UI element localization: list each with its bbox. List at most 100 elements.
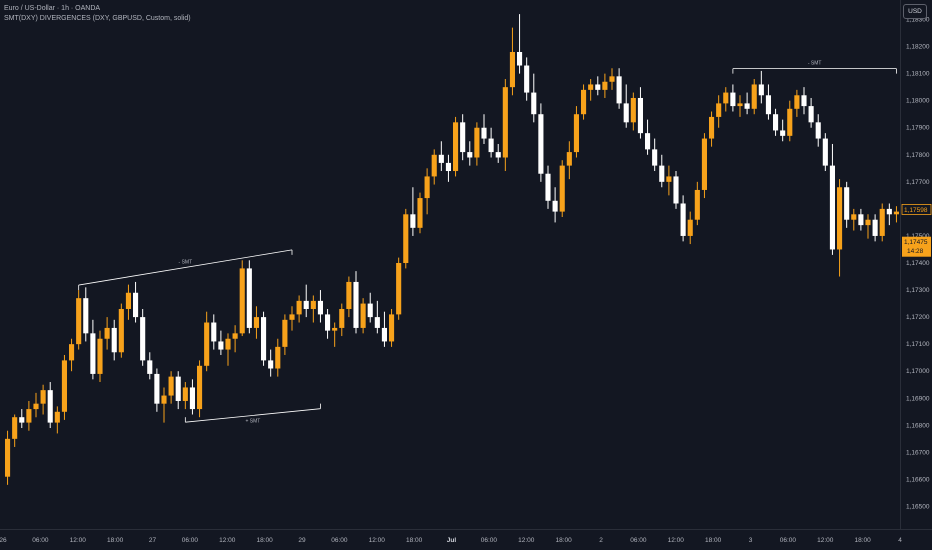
candle-body <box>652 149 658 166</box>
candle <box>673 171 679 209</box>
candle <box>787 100 793 142</box>
candle <box>282 314 288 355</box>
price-tick: 1,17800 <box>906 152 930 159</box>
price-tick: 1,16500 <box>906 503 930 510</box>
candle <box>865 214 871 239</box>
price-tick: 1,18100 <box>906 71 930 78</box>
price-tick: 1,18000 <box>906 98 930 105</box>
candle-body <box>90 333 96 374</box>
candle-body <box>637 97 644 134</box>
candle-body <box>47 390 53 423</box>
symbol-title[interactable]: Euro / US-Dollar · 1h · OANDA <box>4 5 101 12</box>
candle <box>780 119 786 142</box>
candle-body <box>694 189 700 220</box>
last-price-label: 1,17475 <box>904 239 928 246</box>
candle <box>801 87 807 115</box>
candle <box>396 257 402 320</box>
candle-body <box>644 133 651 150</box>
candle <box>388 308 395 347</box>
candle <box>701 133 708 199</box>
candle-body <box>161 395 167 404</box>
candle-body <box>780 130 786 136</box>
candle <box>253 306 260 339</box>
candle-body <box>516 51 523 66</box>
candle <box>630 92 636 131</box>
candle-body <box>801 95 807 107</box>
candle <box>694 181 700 226</box>
candle-body <box>865 219 871 226</box>
candle-body <box>83 298 89 334</box>
candle <box>246 260 252 334</box>
candle-body <box>602 81 608 90</box>
candle-body <box>410 214 416 228</box>
time-tick: 18:00 <box>555 537 572 544</box>
candle-body <box>388 314 395 342</box>
candle <box>616 68 622 109</box>
candle-body <box>289 314 295 320</box>
candle <box>26 400 32 431</box>
candle-body <box>552 200 558 212</box>
candle-body <box>175 376 181 401</box>
time-tick: 4 <box>898 537 902 544</box>
candle <box>566 141 572 180</box>
last-price-box <box>902 236 931 257</box>
candle-body <box>701 138 708 190</box>
candle-body <box>723 92 729 104</box>
highlight-price-box <box>901 204 932 215</box>
candle <box>474 122 480 166</box>
candle <box>346 276 352 318</box>
candle-body <box>445 162 452 172</box>
time-axis: 26 06:00 12:00 18:00 27 06:00 12:00 18:00 29 06:0… <box>0 537 902 544</box>
candle <box>687 211 693 245</box>
price-tick: 1,16900 <box>906 395 930 402</box>
chart-legend: Euro / US-Dollar · 1h · OANDA SMT(DXY) D… <box>4 4 191 24</box>
price-tick: 1,17000 <box>906 368 930 375</box>
indicator-title[interactable]: SMT(DXY) DIVERGENCES (DXY, GBPUSD, Custo… <box>4 15 191 22</box>
candle-body <box>40 390 46 404</box>
price-tick: 1,17400 <box>906 260 930 267</box>
candle-body <box>19 417 25 423</box>
candle <box>531 73 537 123</box>
candle <box>33 392 39 418</box>
candle-body <box>872 219 878 236</box>
candle-body <box>744 103 750 109</box>
candle <box>303 284 309 318</box>
highlight-price-label: 1,17598 <box>904 207 928 214</box>
price-tick: 1,16700 <box>906 449 930 456</box>
candle-body <box>260 317 267 361</box>
candle <box>808 97 814 128</box>
candle <box>595 76 601 96</box>
candle-body <box>666 176 672 182</box>
smt-annotation: - SMT <box>732 61 897 74</box>
candle <box>12 414 18 447</box>
candle <box>132 281 139 323</box>
currency-button[interactable]: USD <box>903 4 927 19</box>
candle-body <box>502 87 508 158</box>
candle-body <box>61 360 68 412</box>
candle <box>4 430 11 485</box>
candle-body <box>758 84 764 96</box>
time-tick: 18:00 <box>705 537 722 544</box>
candle <box>204 311 210 372</box>
candle-body <box>623 103 629 123</box>
candle <box>758 70 764 104</box>
candle-body <box>417 198 423 228</box>
candle-body <box>132 292 139 318</box>
candle <box>886 203 892 226</box>
price-tick: 1,17500 <box>906 233 930 240</box>
candle <box>403 208 409 269</box>
price-tick: 1,17700 <box>906 179 930 186</box>
candle-body <box>588 84 594 90</box>
candle-body <box>609 76 615 82</box>
time-tick: 18:00 <box>107 537 124 544</box>
time-tick: 06:00 <box>481 537 498 544</box>
candle-body <box>353 281 359 328</box>
time-tick: 27 <box>149 537 157 544</box>
candle-body <box>275 346 281 369</box>
candle <box>730 84 736 112</box>
candle-body <box>659 165 665 182</box>
time-tick: 06:00 <box>630 537 647 544</box>
candle <box>218 330 224 355</box>
candle-body <box>566 152 572 166</box>
